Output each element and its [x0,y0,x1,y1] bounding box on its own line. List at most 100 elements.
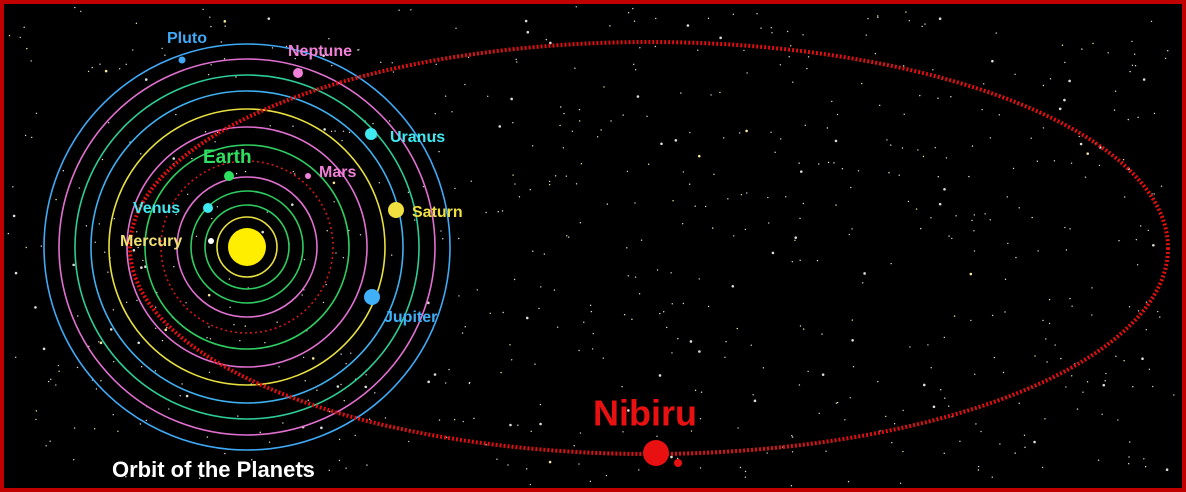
star [682,171,685,173]
star [1092,42,1094,45]
star [902,450,904,453]
star [220,41,222,43]
star [905,11,907,13]
star [224,25,226,27]
star [316,389,318,391]
star [575,183,578,185]
star [674,139,678,142]
star [435,63,437,66]
star [1137,116,1139,119]
star [930,217,932,219]
star [517,424,519,426]
star [342,130,345,132]
star [898,174,900,176]
star [565,175,568,177]
star [40,245,42,247]
star [340,383,342,386]
star [191,157,193,160]
star [72,263,75,267]
star [600,129,602,131]
star [656,269,659,271]
star [579,222,582,224]
star [995,32,997,34]
star [940,389,942,391]
star [766,452,768,454]
star [26,47,28,50]
star [35,410,38,412]
star [1159,316,1161,318]
star [1131,64,1134,67]
star [932,69,934,71]
star [1137,310,1140,312]
star [799,170,803,173]
star [549,41,552,45]
star [791,436,794,438]
star [938,202,942,206]
star [785,196,787,198]
star [320,426,323,430]
star [676,457,679,460]
star [458,237,460,240]
star [467,56,470,59]
star [681,223,684,225]
star [1060,357,1062,360]
star [827,161,830,164]
star [627,409,630,412]
star [531,145,534,147]
star [1123,359,1125,362]
star [77,315,79,317]
planet [224,171,234,181]
star [112,413,114,416]
star [915,208,918,210]
star [903,113,905,115]
star [1049,78,1052,80]
star [927,344,929,346]
star [330,130,333,133]
star [682,302,685,305]
star [444,95,447,97]
star [1041,466,1044,469]
star [14,271,18,275]
star [1160,185,1163,187]
star [185,394,189,398]
star [752,394,754,396]
star [646,115,648,118]
star [1145,328,1147,331]
star [223,58,226,60]
star [609,25,611,27]
star [760,27,762,29]
star [301,465,305,468]
star [1070,162,1073,164]
star [844,419,846,421]
star [214,141,216,143]
star [47,380,50,383]
star [510,359,513,361]
star [977,469,980,471]
star [924,23,926,25]
star [969,272,973,276]
star [336,385,340,388]
star [636,95,640,98]
star [501,210,504,212]
star [1118,240,1120,242]
star [195,235,198,237]
star [15,356,17,358]
star [55,198,57,201]
star [208,326,210,328]
star [206,337,208,339]
star [448,368,450,371]
star [513,278,516,281]
star [104,251,106,253]
star [592,332,594,335]
star [902,409,904,412]
star [886,139,888,141]
star [807,370,809,373]
star [671,352,673,354]
star [154,370,157,372]
star [433,373,437,376]
star [816,259,819,262]
star [899,482,902,484]
star [1002,371,1005,374]
star [794,239,796,241]
